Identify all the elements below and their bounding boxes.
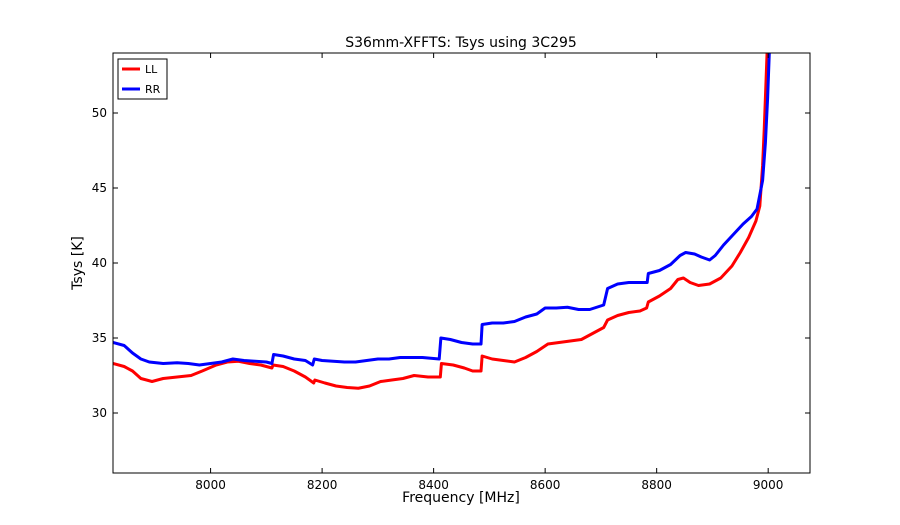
chart-title: S36mm-XFFTS: Tsys using 3C295 <box>345 35 577 51</box>
plot-area-frame <box>112 52 811 474</box>
x-tick-label: 8800 <box>641 478 672 492</box>
y-axis-label: Tsys [K] <box>70 236 86 291</box>
x-tick-label: 9000 <box>753 478 784 492</box>
y-tick-label: 50 <box>92 106 107 120</box>
legend-label-rr: RR <box>145 83 161 96</box>
x-axis-ticks: 8000 8200 8400 8600 8800 9000 <box>195 53 783 492</box>
y-tick-label: 30 <box>92 406 107 420</box>
y-tick-label: 45 <box>92 181 107 195</box>
series-layer <box>113 53 771 390</box>
x-tick-label: 8200 <box>307 478 338 492</box>
series-line-rr <box>113 53 771 367</box>
series-line-ll <box>113 53 769 390</box>
y-tick-label: 35 <box>92 331 107 345</box>
y-axis-ticks: 30 35 40 45 50 <box>92 106 810 420</box>
legend-label-ll: LL <box>145 63 158 76</box>
x-axis-label: Frequency [MHz] <box>402 490 520 506</box>
legend: LL RR <box>117 58 168 100</box>
legend-frame <box>117 58 168 100</box>
x-tick-label: 8000 <box>195 478 226 492</box>
x-tick-label: 8400 <box>418 478 449 492</box>
x-tick-label: 8600 <box>530 478 561 492</box>
y-tick-label: 40 <box>92 256 107 270</box>
